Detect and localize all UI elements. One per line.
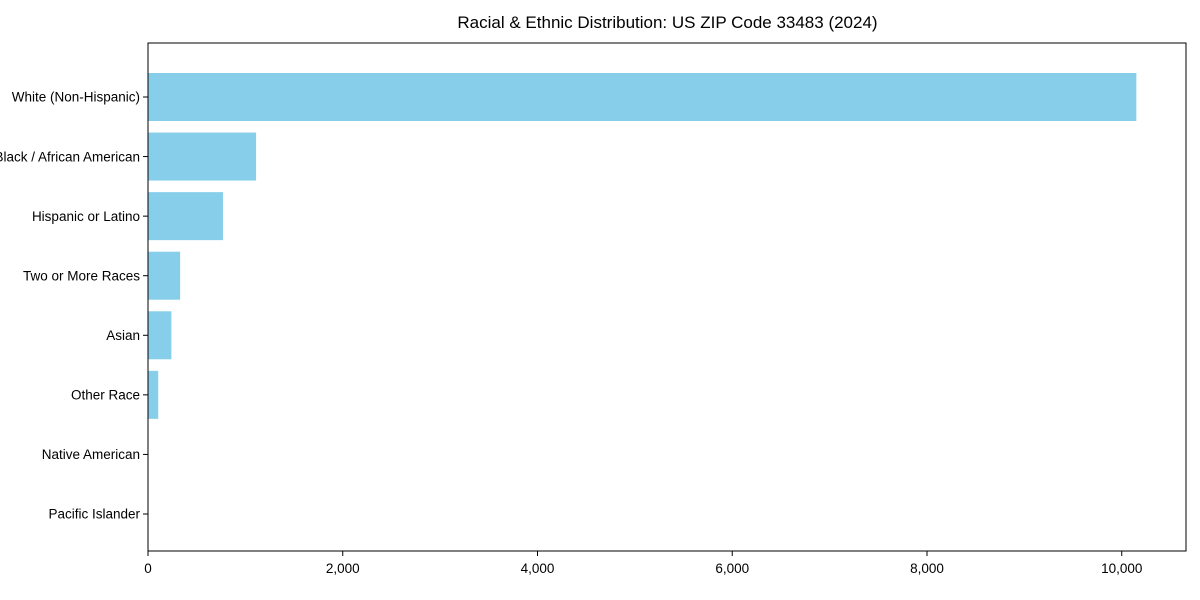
y-axis-label: Hispanic or Latino bbox=[32, 209, 140, 224]
y-axis-label: White (Non-Hispanic) bbox=[12, 90, 140, 105]
x-tick-label: 0 bbox=[144, 561, 152, 576]
x-tick-label: 2,000 bbox=[326, 561, 360, 576]
bar bbox=[148, 132, 257, 181]
bar bbox=[148, 311, 172, 360]
x-tick-label: 4,000 bbox=[521, 561, 555, 576]
chart-title: Racial & Ethnic Distribution: US ZIP Cod… bbox=[457, 13, 878, 32]
bar bbox=[148, 192, 223, 241]
x-tick-label: 6,000 bbox=[715, 561, 749, 576]
bar bbox=[148, 251, 181, 300]
y-axis-label: Other Race bbox=[71, 388, 140, 403]
y-axis-label: Asian bbox=[106, 328, 140, 343]
x-tick-label: 8,000 bbox=[910, 561, 944, 576]
x-tick-label: 10,000 bbox=[1101, 561, 1142, 576]
y-axis-label: Native American bbox=[42, 447, 140, 462]
bar bbox=[148, 73, 1137, 121]
y-axis-label: Pacific Islander bbox=[48, 507, 140, 522]
y-axis-label: Black / African American bbox=[0, 149, 140, 164]
y-axis-label: Two or More Races bbox=[23, 268, 140, 283]
bar bbox=[148, 370, 159, 419]
plot-border bbox=[147, 42, 1187, 552]
